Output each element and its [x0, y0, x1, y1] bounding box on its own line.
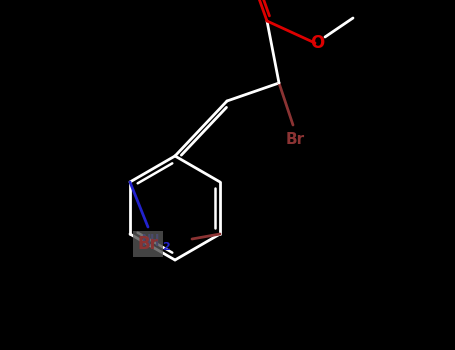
Text: NH: NH — [141, 233, 159, 248]
Text: 2: 2 — [162, 242, 170, 252]
Text: Br: Br — [285, 132, 304, 147]
Text: Br: Br — [137, 235, 158, 253]
Text: O: O — [310, 34, 324, 52]
